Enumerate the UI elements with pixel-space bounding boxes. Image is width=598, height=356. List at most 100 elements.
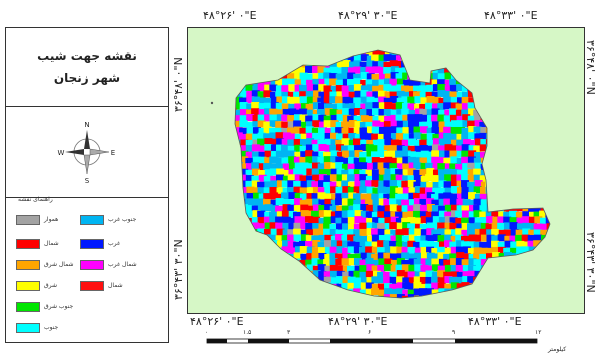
aspect-cell [408,258,417,266]
aspect-cell [522,276,531,284]
aspect-cell [473,289,482,297]
aspect-cell [444,187,453,195]
aspect-cell [240,283,249,291]
aspect-cell [282,187,291,195]
aspect-cell [359,162,368,170]
aspect-cell [408,283,417,291]
aspect-cell [318,271,327,279]
aspect-cell [504,235,513,243]
aspect-cell [330,85,339,93]
aspect-cell [323,259,332,267]
aspect-cell [485,271,494,279]
aspect-cell [473,174,482,182]
aspect-cell [498,180,507,188]
aspect-cell [353,282,362,290]
aspect-cell [264,222,273,230]
aspect-cell [468,234,477,242]
aspect-cell [341,180,350,188]
aspect-cell [509,181,518,189]
aspect-cell [329,264,338,272]
aspect-cell [330,162,339,170]
aspect-cell [467,265,476,273]
aspect-cell [342,265,351,273]
aspect-cell [462,114,471,122]
aspect-cell [521,144,530,152]
aspect-cell [371,169,380,177]
aspect-cell [497,114,506,122]
aspect-cell [311,127,320,135]
aspect-cell [414,223,423,231]
aspect-cell [335,162,344,170]
aspect-cell [402,114,411,122]
aspect-cell [408,109,417,117]
aspect-cell [533,223,542,231]
aspect-cell [384,138,393,146]
aspect-cell [360,193,369,201]
aspect-cell [313,43,321,50]
aspect-cell [276,211,285,219]
aspect-cell [348,120,357,128]
aspect-cell [533,253,542,261]
aspect-cell [401,271,410,279]
aspect-cell [235,79,242,87]
top-coordinate-1: ۴۸°۲۶' ۰"E [203,9,257,22]
aspect-cell [365,180,374,188]
aspect-cell [300,67,309,75]
aspect-cell [348,61,357,69]
aspect-cell [528,109,537,117]
aspect-cell [359,132,368,140]
aspect-cell [539,271,548,279]
aspect-cell [335,156,344,164]
aspect-cell [240,145,249,153]
aspect-cell [534,175,543,183]
aspect-cell [407,253,416,261]
aspect-cell [299,145,308,153]
aspect-cell [438,294,447,298]
aspect-cell [306,229,315,237]
aspect-cell [491,115,500,123]
aspect-cell [527,96,536,104]
aspect-cell [330,127,339,135]
right-coordinate-2: ۳۶°۴۳' ۳۰"N [584,232,597,293]
aspect-cell [485,283,494,291]
aspect-cell [353,73,362,81]
aspect-cell [293,54,302,62]
aspect-cell [257,198,266,206]
aspect-cell [395,55,404,63]
aspect-cell [257,97,266,105]
aspect-cell [293,138,302,146]
aspect-cell [401,85,410,93]
aspect-cell [341,127,350,135]
aspect-cell [401,108,410,116]
aspect-cell [263,102,272,110]
aspect-cell [365,169,374,177]
aspect-cell [545,114,550,122]
aspect-cell [408,228,417,236]
aspect-cell [402,277,411,285]
aspect-cell [270,199,279,207]
aspect-cell [510,127,519,135]
aspect-cell [521,97,530,105]
aspect-cell [235,229,236,237]
aspect-cell [473,241,482,249]
aspect-cell [235,235,237,243]
aspect-cell [396,145,405,153]
aspect-cell [450,156,459,164]
aspect-cell [235,132,243,140]
aspect-cell [299,114,308,122]
aspect-cell [372,162,381,170]
aspect-cell [432,169,441,177]
aspect-cell [269,132,278,140]
aspect-cell [497,283,506,291]
aspect-cell [276,138,285,146]
aspect-cell [378,84,387,92]
aspect-cell [444,211,453,219]
aspect-cell [335,133,344,141]
aspect-cell [323,72,332,80]
aspect-cell [372,115,381,123]
aspect-cell [235,133,236,141]
aspect-cell [479,283,488,291]
aspect-cell [235,289,242,297]
aspect-cell [317,247,326,255]
aspect-cell [312,78,321,86]
